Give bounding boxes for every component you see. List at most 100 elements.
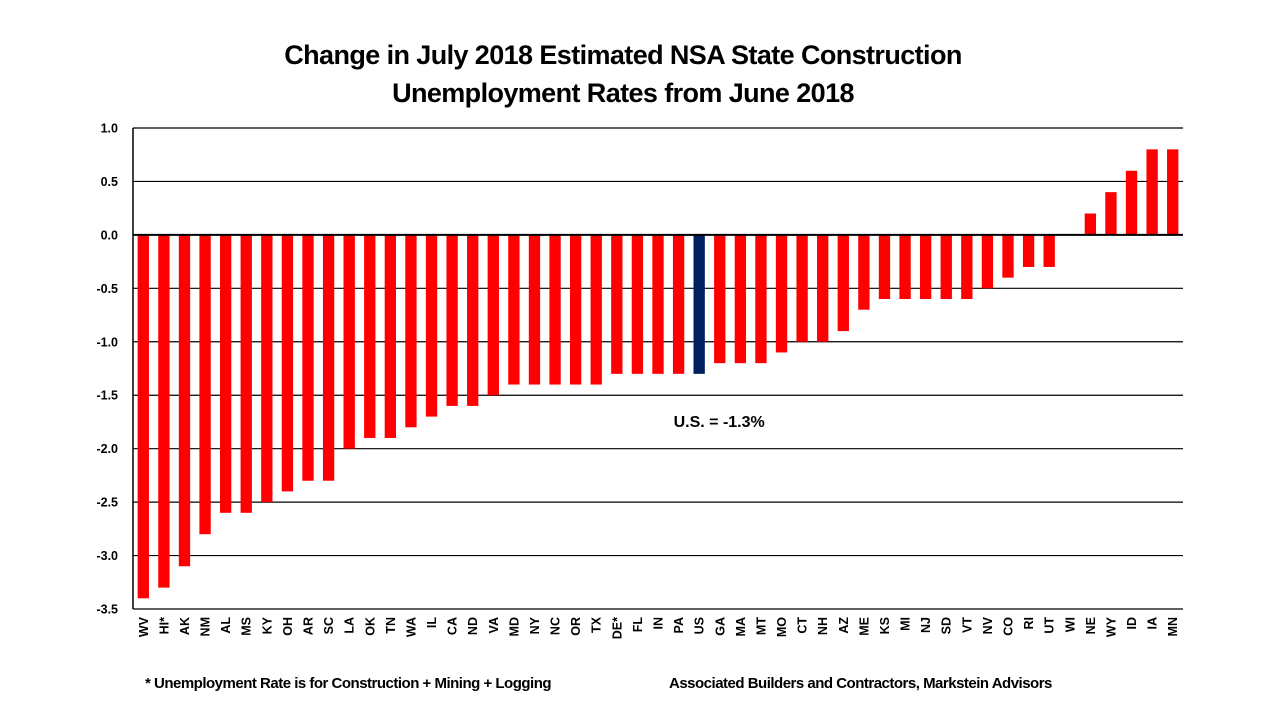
bar-pa	[672, 234, 685, 374]
bar-ny	[528, 234, 541, 385]
x-tick-label: MO	[775, 617, 789, 637]
bar-va	[487, 234, 499, 396]
x-tick-label: FL	[631, 617, 645, 633]
x-tick-label: LA	[343, 617, 357, 634]
bar-ia	[1146, 149, 1158, 235]
bar-ks	[878, 234, 891, 300]
x-tick-label: SD	[940, 617, 954, 634]
bar-in	[652, 234, 664, 374]
x-tick-label: SC	[322, 617, 336, 634]
bar-ct	[796, 234, 808, 342]
y-tick-label: -1.5	[96, 389, 118, 403]
x-tick-label: MI	[899, 617, 913, 631]
bars	[137, 149, 1179, 599]
bar-co	[1002, 234, 1014, 278]
x-axis-ticks: WV HI* AK NM AL MS KY OH AR SC LA OK TN WA IL CA ND VA MD N…	[137, 616, 1180, 639]
bar-ky	[261, 234, 273, 503]
bar-ak	[178, 234, 191, 567]
bar-mo	[775, 234, 788, 353]
bar-sc	[322, 234, 335, 481]
bar-de	[611, 234, 623, 374]
x-tick-label: MT	[754, 617, 768, 635]
y-tick-label: -2.5	[96, 496, 118, 510]
x-tick-label: NH	[816, 617, 830, 635]
chart-title-line-1: Change in July 2018 Estimated NSA State …	[284, 40, 962, 70]
bar-nm	[199, 234, 211, 535]
bar-il	[425, 234, 438, 417]
x-tick-label: NC	[549, 617, 563, 635]
x-tick-label: NV	[981, 616, 995, 634]
x-tick-label: OK	[363, 617, 377, 636]
bar-md	[508, 234, 520, 385]
x-tick-label: MN	[1166, 617, 1180, 636]
x-tick-label: MA	[734, 617, 748, 636]
bar-ca	[446, 234, 458, 406]
bar-ar	[302, 234, 314, 481]
x-tick-label: MS	[240, 617, 254, 636]
bar-me	[858, 234, 870, 310]
x-tick-label: ID	[1125, 617, 1139, 630]
x-tick-label: NJ	[919, 617, 933, 633]
bar-us	[693, 234, 705, 374]
bar-wv	[137, 234, 149, 599]
bar-nj	[919, 234, 932, 300]
x-tick-label: AK	[178, 617, 192, 635]
x-tick-label: CO	[1002, 617, 1016, 636]
bar-oh	[281, 234, 294, 492]
bar-ga	[714, 234, 726, 364]
bar-wy	[1105, 192, 1117, 235]
x-tick-label: WV	[137, 616, 151, 637]
x-tick-label: IN	[652, 617, 666, 630]
x-tick-label: MD	[507, 617, 521, 636]
bar-tn	[384, 234, 397, 438]
bar-ne	[1084, 213, 1097, 235]
bar-ma	[734, 234, 747, 364]
bar-tx	[590, 234, 602, 385]
bar-ri	[1022, 234, 1035, 267]
x-tick-label: WA	[404, 617, 418, 637]
y-axis-ticks: 1.0 0.5 0.0 -0.5 -1.0 -1.5 -2.0 -2.5 -3.0 -3.5	[96, 122, 118, 617]
x-tick-label: IL	[425, 617, 439, 628]
x-tick-label: NE	[1084, 617, 1098, 634]
x-tick-label: AR	[302, 617, 316, 635]
x-tick-label: VT	[960, 617, 974, 633]
x-tick-label: OH	[281, 617, 295, 636]
bar-sd	[940, 234, 952, 300]
x-tick-label: TX	[590, 616, 604, 633]
bar-id	[1125, 170, 1138, 235]
x-tick-label: TN	[384, 617, 398, 634]
annotations: U.S. = -1.3%	[674, 414, 765, 431]
bar-wa	[405, 234, 417, 428]
bar-fl	[631, 234, 644, 374]
bar-nc	[549, 234, 561, 385]
x-tick-label: AZ	[837, 617, 851, 634]
chart-title: Change in July 2018 Estimated NSA State …	[0, 36, 1246, 112]
y-tick-label: -3.0	[96, 549, 118, 563]
bar-or	[569, 234, 582, 385]
axes	[132, 128, 1183, 609]
bar-az	[837, 234, 849, 332]
bar-nv	[981, 234, 994, 289]
bar-ms	[240, 234, 252, 513]
y-tick-label: 1.0	[101, 122, 118, 136]
x-tick-label: CA	[446, 617, 460, 635]
x-tick-label: HI*	[157, 617, 171, 635]
x-tick-label: US	[693, 617, 707, 634]
bar-ok	[364, 234, 376, 438]
x-tick-label: PA	[672, 617, 686, 633]
x-tick-label: OR	[569, 617, 583, 636]
x-tick-label: UT	[1043, 617, 1057, 634]
x-tick-label: VA	[487, 617, 501, 633]
chart-title-line-2: Unemployment Rates from June 2018	[392, 78, 854, 108]
y-tick-label: -0.5	[96, 282, 118, 296]
y-tick-label: 0.5	[101, 175, 118, 189]
y-tick-label: 0.0	[101, 228, 118, 242]
bar-nh	[817, 234, 829, 342]
y-tick-label: -3.5	[96, 603, 118, 617]
x-tick-label: RI	[1022, 617, 1036, 630]
x-tick-label: KY	[260, 616, 274, 634]
bar-ut	[1043, 234, 1055, 267]
x-tick-label: CT	[796, 617, 810, 634]
bar-mi	[899, 234, 911, 300]
